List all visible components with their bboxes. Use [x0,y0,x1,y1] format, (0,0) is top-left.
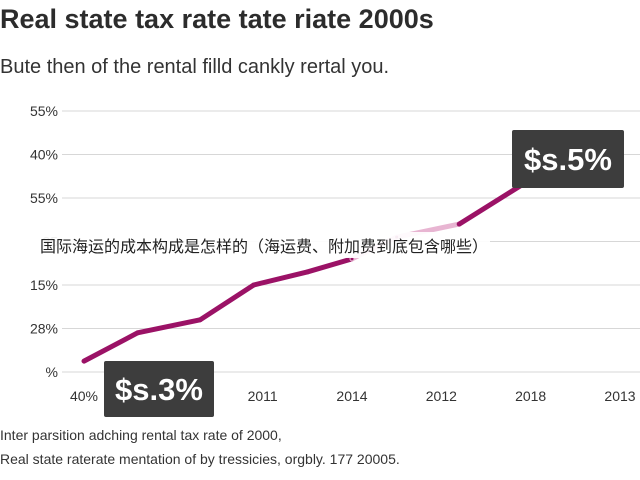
x-tick-label: 2012 [426,388,457,404]
callout-top: $s.5% [512,130,624,188]
data-point [82,359,86,363]
line-segment [304,256,355,275]
x-tick-label: 2018 [515,388,546,404]
callout-bottom: $s.3% [104,361,214,417]
callout-top-box [512,130,624,188]
line-segment [135,317,203,336]
x-tick-label: 2011 [248,388,278,404]
series-line [81,175,560,364]
page-subtitle: Bute then of the rental filld cankly rer… [0,56,390,78]
y-tick-label: 55% [30,103,58,119]
x-tick-label: 2013 [604,388,635,404]
data-point [305,270,309,274]
y-tick-label: 15% [30,277,58,293]
x-tick-label: 2014 [336,388,367,404]
y-tick-label: 28% [30,321,58,337]
callout-bottom-box [104,361,214,417]
data-point [136,331,140,335]
data-point [457,222,461,226]
y-tick-label: % [46,364,58,380]
line-segment [251,269,310,288]
line-segment [197,282,257,323]
data-point [198,318,202,322]
callout-bottom-label: $s.3% [115,372,203,407]
line-segment [81,330,141,364]
x-tick-label: 40% [70,388,98,404]
page-title: Real state tax rate tate riate 2000s [0,4,434,34]
data-point [252,283,256,287]
overlay-caption: 国际海运的成本构成是怎样的（海运费、附加费到底包含哪些） [38,232,491,258]
footnote-1: Inter parsition adching rental tax rate … [0,427,282,443]
footnote-2: Real state raterate mentation of by tres… [0,451,400,467]
callout-top-label: $s.5% [524,142,612,177]
line-segment [456,182,525,227]
y-tick-label: 55% [30,190,58,206]
y-tick-label: 40% [30,147,58,163]
data-point [350,257,354,261]
